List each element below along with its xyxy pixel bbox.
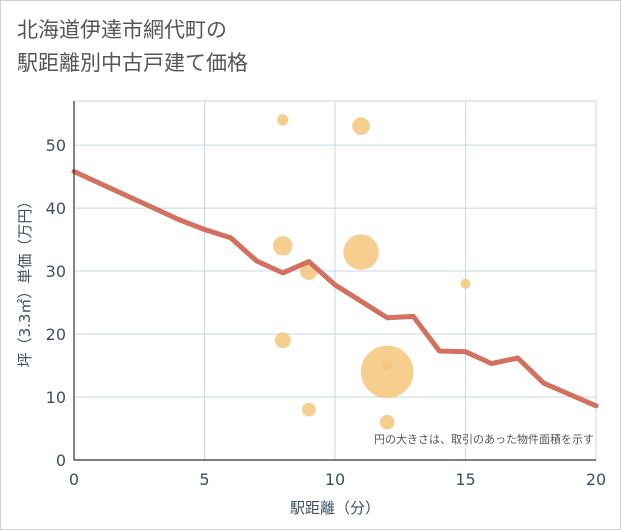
bubble-point-5 [352, 117, 370, 136]
bubble-point-10 [460, 278, 471, 289]
axes [73, 101, 596, 461]
bubble-series [273, 114, 471, 430]
y-tick-label-50: 50 [46, 136, 66, 155]
grid-lines [74, 100, 597, 460]
x-axis-label: 駅距離（分） [290, 499, 380, 517]
y-tick-label-30: 30 [46, 262, 66, 281]
y-tick-label-20: 20 [46, 325, 66, 344]
bubble-point-9 [379, 414, 395, 430]
bubble-point-8 [382, 360, 393, 371]
x-tick-label-20: 20 [586, 470, 606, 489]
x-tick-label-0: 0 [69, 470, 79, 489]
bubble-point-1 [273, 236, 293, 256]
y-tick-label-10: 10 [46, 388, 66, 407]
chart-title: 北海道伊達市網代町の 駅距離別中古戸建て価格 [17, 14, 248, 80]
trend-line [71, 169, 599, 409]
y-tick-label-0: 0 [56, 451, 66, 470]
tick-labels: 0 5 10 15 20 0 10 20 30 40 50 [46, 136, 607, 489]
bubble-point-0 [277, 114, 289, 126]
bubble-point-6 [343, 234, 379, 270]
y-axis-label: 坪（3.3㎡）単価（万円） [16, 194, 34, 368]
x-tick-label-15: 15 [455, 470, 475, 489]
bubble-size-note: 円の大きさは、取引のあった物件面積を示す [374, 432, 594, 446]
bubble-point-2 [274, 332, 291, 349]
chart-title-line1: 北海道伊達市網代町の [17, 18, 227, 42]
bubble-point-4 [302, 402, 316, 417]
bubble-point-7 [360, 345, 414, 399]
x-tick-label-10: 10 [325, 470, 345, 489]
y-tick-label-40: 40 [46, 199, 66, 218]
trend-series [71, 169, 599, 409]
chart-title-line2: 駅距離別中古戸建て価格 [17, 51, 248, 75]
x-tick-label-5: 5 [199, 470, 209, 489]
